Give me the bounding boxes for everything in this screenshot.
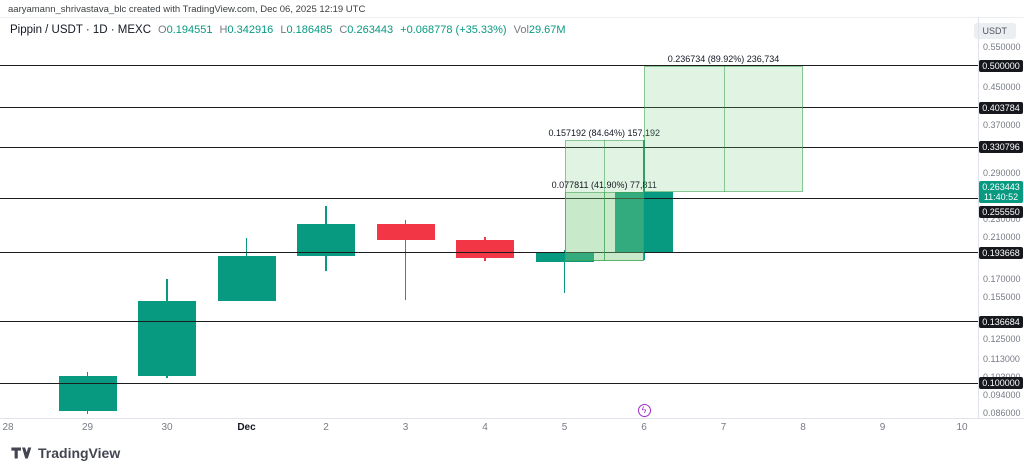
- price-range-midline: [604, 192, 606, 262]
- price-level-line[interactable]: [0, 197, 978, 199]
- price-axis-separator: [978, 17, 979, 418]
- ohlc-close-value: 0.263443: [347, 24, 394, 36]
- price-level-badge: 0.403784: [979, 101, 1023, 114]
- tradingview-logo[interactable]: TradingView: [10, 445, 120, 461]
- price-level-badge: 0.330796: [979, 141, 1023, 154]
- tradingview-logo-text: TradingView: [38, 445, 121, 461]
- price-range-midline: [723, 65, 725, 193]
- ohlc-high: H 0.342916: [219, 24, 273, 36]
- ohlc-high-label: H: [219, 24, 228, 36]
- price-level-badge: 0.193668: [979, 246, 1023, 259]
- time-axis-label: 8: [800, 422, 806, 433]
- time-axis-label: 10: [956, 422, 968, 433]
- countdown-timer: 11:40:52: [983, 192, 1019, 203]
- event-marker-icon[interactable]: ϟ: [637, 404, 651, 417]
- candle-body: [58, 376, 117, 411]
- price-tick-label: 0.155000: [983, 291, 1021, 302]
- price-tick-label: 0.230000: [983, 213, 1021, 224]
- candle-wick: [404, 220, 406, 300]
- price-level-badge: 0.100000: [979, 377, 1023, 390]
- price-tick-label: 0.170000: [983, 273, 1021, 284]
- attribution-text: aaryamann_shrivastava_blc created with T…: [8, 4, 366, 15]
- ohlc-open: O 0.194551: [158, 24, 212, 36]
- current-price-value: 0.263443: [982, 182, 1020, 193]
- time-axis-label: 29: [81, 422, 94, 433]
- price-tick-label: 0.550000: [983, 42, 1021, 52]
- ohlc-low-value: 0.186485: [286, 24, 333, 36]
- candle-body: [615, 192, 673, 252]
- time-axis-label: 28: [2, 422, 14, 433]
- time-axis-separator: [0, 418, 1024, 419]
- current-price-badge: 0.263443 11:40:52: [979, 181, 1023, 204]
- ohlc-close: C 0.263443: [339, 24, 393, 36]
- price-range-label: 0.077811 (41.90%) 77,811: [551, 180, 657, 191]
- price-tick-label: 0.094000: [983, 390, 1021, 401]
- ohlc-high-value: 0.342916: [227, 24, 274, 36]
- time-axis-label: 4: [482, 422, 488, 433]
- price-level-line[interactable]: [0, 321, 978, 323]
- candle-body: [376, 223, 435, 241]
- attribution-divider: [0, 17, 1024, 18]
- price-tick-label: 0.370000: [983, 120, 1021, 131]
- ohlc-open-value: 0.194551: [166, 24, 213, 36]
- price-level-line[interactable]: [0, 146, 978, 148]
- ohlc-close-label: C: [339, 24, 348, 36]
- price-level-badge: 0.255550: [979, 206, 1023, 219]
- price-tick-label: 0.086000: [983, 408, 1021, 418]
- price-change: +0.068778 (+35.33%): [400, 24, 507, 36]
- currency-toggle[interactable]: USDT: [973, 23, 1016, 39]
- price-level-line[interactable]: [0, 382, 978, 384]
- ohlc-low-label: L: [280, 24, 287, 36]
- time-axis-label: 2: [323, 422, 329, 433]
- candle-body: [138, 300, 196, 377]
- ohlc-open-label: O: [158, 24, 167, 36]
- price-level-badge: 0.500000: [979, 59, 1023, 72]
- chart-legend: Pippin / USDT · 1D · MEXC O 0.194551 H 0.3…: [10, 24, 566, 36]
- price-level-badge: 0.136684: [979, 315, 1023, 328]
- price-tick-label: 0.113000: [983, 354, 1020, 365]
- candle-body: [217, 255, 276, 301]
- price-range-label: 0.157192 (84.64%) 157,192: [548, 128, 661, 139]
- price-tick-label: 0.125000: [983, 334, 1021, 345]
- price-tick-label: 0.450000: [983, 81, 1021, 92]
- time-axis-label: 7: [720, 422, 727, 433]
- candle-body: [456, 240, 514, 259]
- time-axis-label: 3: [402, 422, 409, 433]
- candle-wick: [563, 249, 565, 293]
- price-level-line[interactable]: [0, 107, 978, 109]
- time-axis-label: Dec: [237, 422, 256, 433]
- candle-body: [297, 223, 355, 256]
- volume-label: Vol: [513, 24, 529, 36]
- time-axis-label: 5: [561, 422, 568, 433]
- price-range-label: 0.236734 (89.92%) 236,734: [667, 53, 780, 64]
- symbol-title[interactable]: Pippin / USDT · 1D · MEXC: [10, 24, 152, 36]
- price-tick-label: 0.290000: [983, 168, 1021, 179]
- ohlc-low: L 0.186485: [280, 24, 332, 36]
- price-tick-label: 0.210000: [983, 231, 1021, 242]
- tradingview-logo-icon: [11, 447, 32, 459]
- price-level-line[interactable]: [0, 252, 978, 254]
- time-axis-label: 9: [879, 422, 886, 433]
- volume: Vol 29.67M: [514, 24, 566, 36]
- time-axis-label: 30: [161, 422, 173, 433]
- time-axis-label: 6: [641, 422, 647, 433]
- volume-value: 29.67M: [528, 24, 566, 36]
- price-level-line[interactable]: [0, 65, 978, 67]
